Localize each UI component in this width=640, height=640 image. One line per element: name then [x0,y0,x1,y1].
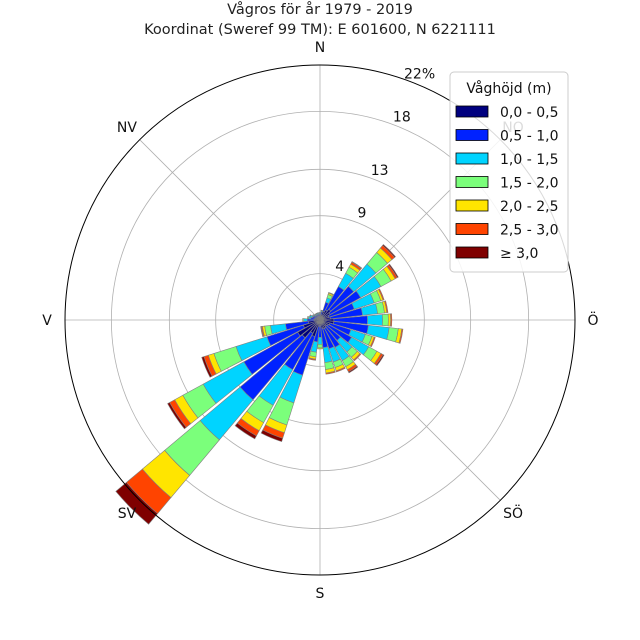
rose-bar-segment [319,312,321,314]
rose-bars [115,244,404,525]
rose-bar-segment [353,353,362,362]
radial-tick-label: 22% [404,66,435,82]
legend-swatch [455,129,489,141]
direction-label: Ö [587,311,598,329]
rose-bar-segment [317,336,323,345]
rose-bar-segment [303,318,308,322]
rose-bar-segment [388,263,399,279]
rose-bar-segment [317,347,323,350]
legend-swatch [455,152,489,165]
rose-bar-segment [308,357,317,361]
radial-tick-label: 18 [393,109,411,125]
rose-bar-segment [234,422,257,440]
radial-tick-label: 9 [357,206,366,222]
rose-bar-segment [325,370,336,375]
rose-bar-segment [309,314,312,318]
rose-bar-segment [302,318,305,322]
rose-bar-segment [390,313,393,327]
legend-title: Våghöjd (m) [466,80,551,97]
rose-bar-segment [311,314,315,317]
rose-bar-segment [382,313,389,327]
rose-bar-segment [384,300,389,314]
legend-label: 2,5 - 3,0 [500,223,558,239]
rose-bar-segment [167,402,187,430]
rose-bar-segment [115,481,159,525]
radial-tick-label: 13 [371,163,389,179]
direction-label: SV [118,506,137,522]
legend: Våghöjd (m) 0,0 - 0,5 0,5 - 1,0 1,0 - 1,5 1,… [449,71,569,273]
direction-label: SÖ [503,504,523,522]
legend-swatch [455,176,489,188]
legend-swatch [455,246,489,259]
direction-labels: NNOÖSÖSSVVNV [42,40,598,602]
rose-bar-segment [328,291,334,296]
rose-bar-segment [306,316,310,320]
rose-bar-segment [367,314,383,326]
legend-label: ≥ 3,0 [500,246,538,262]
rose-bar-segment [260,326,264,338]
legend-swatch [455,105,489,118]
legend-label: 0,5 - 1,0 [500,129,558,145]
rose-bar-segment [351,261,363,269]
rose-bar-segment [320,309,324,312]
rose-bar-segment [317,312,320,314]
chart-title: Vågros för år 1979 - 2019 [227,1,413,18]
grid-spoke [139,139,321,321]
rose-bar-segment [260,429,284,442]
polar-outer-frame [64,64,576,576]
direction-label: NV [117,120,137,136]
rose-bar-segment [369,336,376,348]
legend-label: 0,0 - 0,5 [500,105,558,121]
legend-label: 1,0 - 1,5 [500,152,558,168]
legend-label: 2,0 - 2,5 [500,199,558,215]
rose-bar-segment [378,288,385,301]
rose-bar-segment [382,244,396,258]
rose-bar-segment [317,343,323,349]
legend-label: 1,5 - 2,0 [500,176,558,192]
radial-tick-labels: 4 9 13 18 22% [335,66,435,275]
legend-box [449,71,569,273]
rose-bar-segment [398,328,404,344]
direction-label: N [315,40,325,56]
rose-bar-segment [375,354,385,367]
direction-label: V [42,313,52,329]
direction-label: S [316,586,325,602]
radial-tick-label: 4 [335,259,344,275]
rose-bar-segment [348,365,359,374]
rose-bar-segment [201,356,213,378]
legend-swatch [455,223,489,235]
rose-bar-segment [335,366,346,373]
chart-subtitle: Koordinat (Sweref 99 TM): E 601600, N 62… [144,22,496,38]
legend-swatch [455,199,489,212]
